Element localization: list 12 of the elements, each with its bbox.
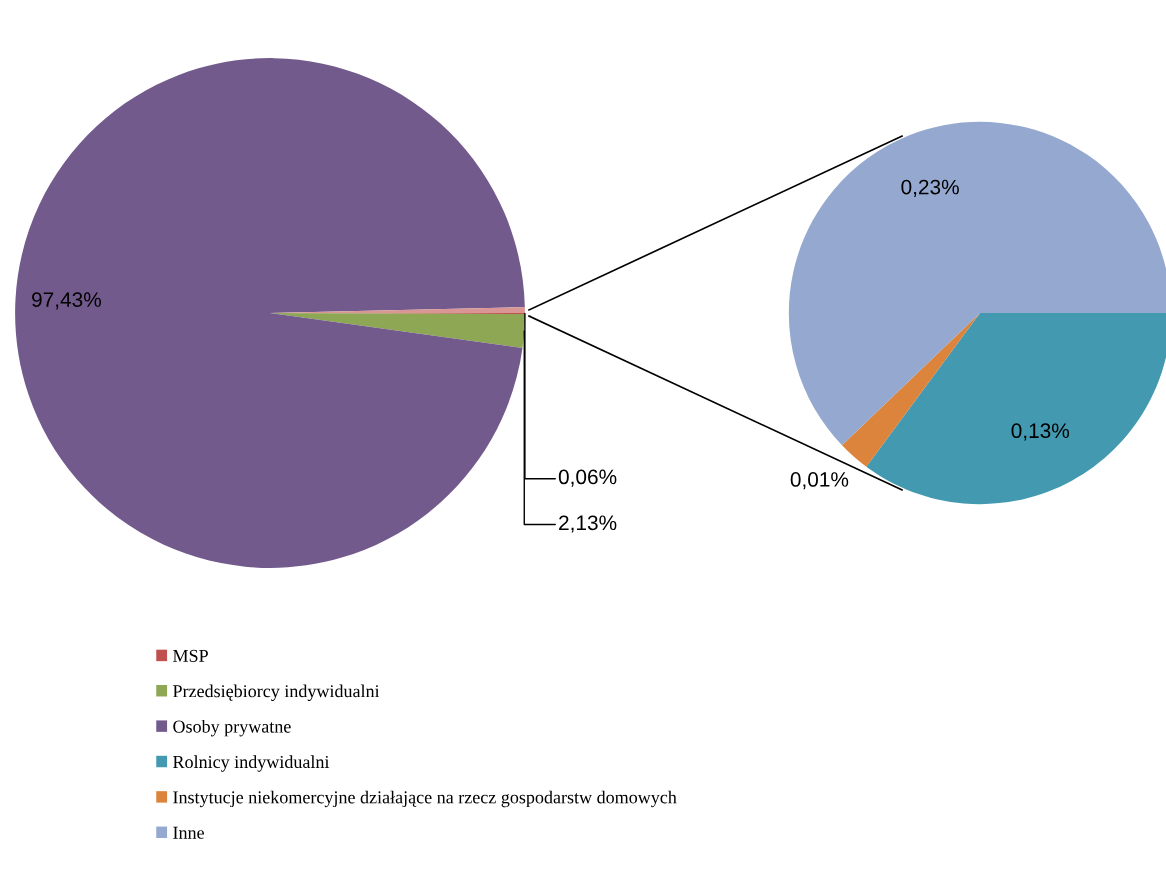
legend-label: Przedsiębiorcy indywidualni [173, 684, 380, 702]
data-label: 0,06% [558, 469, 617, 487]
data-label: 0,01% [790, 472, 849, 490]
legend-label: Inne [173, 826, 204, 839]
data-label: 2,13% [559, 515, 617, 533]
legend-label: Instytucje niekomercyjne działające na rzecz gospodarstw domowych [173, 790, 677, 808]
legend-label: MSP [173, 649, 208, 662]
data-label: 0,13% [1011, 423, 1070, 441]
legend-label: Osoby prywatne [173, 719, 291, 737]
legend-label: Rolnicy indywidualni [173, 755, 330, 772]
data-label: 97,43% [32, 292, 101, 310]
data-label: 0,23% [901, 179, 959, 197]
